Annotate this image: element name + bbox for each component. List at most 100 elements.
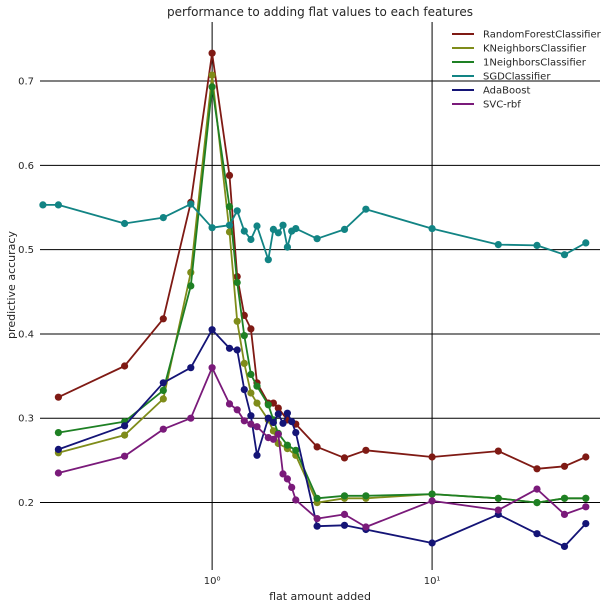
- data-point: [240, 227, 248, 235]
- data-point: [428, 453, 436, 461]
- data-point: [253, 423, 261, 431]
- series-line: [42, 203, 587, 261]
- series: [54, 364, 590, 531]
- y-tick-label: 0.6: [18, 161, 34, 172]
- data-point: [121, 362, 129, 370]
- data-point: [292, 429, 300, 437]
- legend-label: 1NeighborsClassifier: [483, 58, 587, 69]
- data-point: [340, 225, 349, 233]
- data-point: [494, 241, 502, 249]
- data-point: [187, 414, 195, 422]
- data-point: [247, 389, 255, 397]
- data-point: [283, 243, 291, 251]
- data-point: [283, 409, 291, 417]
- data-point: [253, 382, 261, 390]
- data-point: [269, 435, 277, 443]
- data-point: [159, 214, 167, 222]
- data-point: [560, 542, 569, 551]
- y-axis-label: predictive accuracy: [5, 231, 18, 339]
- data-point: [187, 282, 195, 290]
- data-point: [313, 235, 321, 243]
- data-point: [533, 530, 541, 538]
- data-point: [264, 401, 272, 409]
- data-point: [253, 399, 261, 407]
- data-point: [313, 522, 321, 530]
- data-point: [292, 446, 300, 454]
- data-point: [240, 359, 248, 367]
- data-point: [208, 224, 216, 232]
- data-point: [121, 219, 129, 228]
- data-point: [560, 510, 569, 518]
- data-point: [340, 492, 349, 500]
- y-tick-label: 0.7: [18, 77, 34, 88]
- series-line: [58, 366, 587, 528]
- data-point: [208, 49, 216, 57]
- y-tick-label: 0.3: [18, 414, 34, 425]
- data-point: [362, 446, 370, 454]
- series-layer: [39, 49, 590, 551]
- data-point: [253, 222, 261, 230]
- data-point: [533, 485, 541, 493]
- legend: RandomForestClassifier KNeighborsClassifi…: [452, 30, 602, 111]
- data-point: [582, 503, 590, 511]
- data-point: [283, 475, 291, 483]
- data-point: [288, 483, 296, 491]
- x-axis-label: flat amount added: [269, 590, 371, 603]
- y-tick-label: 0.2: [18, 498, 34, 509]
- series: [54, 71, 590, 507]
- data-point: [39, 201, 47, 209]
- data-point: [159, 386, 167, 394]
- data-point: [240, 386, 248, 394]
- series-line: [58, 52, 587, 470]
- series-line: [58, 328, 587, 548]
- data-point: [121, 431, 129, 439]
- data-point: [54, 201, 63, 209]
- data-point: [54, 393, 63, 401]
- data-point: [340, 521, 349, 529]
- data-point: [494, 506, 502, 514]
- series-line: [58, 74, 586, 504]
- chart-title: performance to adding flat values to eac…: [167, 5, 473, 19]
- data-point: [247, 412, 255, 420]
- legend-label: AdaBoost: [483, 86, 530, 97]
- data-point: [494, 494, 502, 502]
- data-point: [240, 332, 248, 340]
- data-point: [225, 203, 234, 211]
- data-point: [121, 422, 129, 430]
- data-point: [533, 241, 541, 249]
- data-point: [279, 419, 287, 427]
- data-point: [288, 418, 296, 426]
- data-point: [208, 364, 216, 372]
- data-point: [225, 221, 234, 229]
- data-point: [54, 445, 63, 453]
- data-point: [121, 452, 129, 460]
- data-point: [247, 370, 255, 378]
- legend-item: AdaBoost: [452, 86, 530, 97]
- data-point: [264, 414, 272, 422]
- series: [54, 83, 590, 507]
- data-point: [233, 317, 241, 325]
- data-point: [247, 235, 255, 244]
- data-point: [340, 454, 349, 462]
- data-point: [428, 539, 436, 547]
- data-point: [582, 520, 590, 528]
- legend-label: SGDClassifier: [483, 72, 551, 83]
- data-point: [208, 83, 216, 91]
- data-point: [233, 406, 241, 414]
- data-point: [247, 420, 255, 428]
- grid: [40, 22, 600, 570]
- data-point: [560, 494, 569, 502]
- data-point: [187, 200, 195, 208]
- series: [54, 326, 590, 551]
- data-point: [274, 430, 282, 438]
- data-point: [362, 492, 370, 500]
- data-point: [208, 326, 216, 334]
- series: [54, 49, 590, 473]
- data-point: [54, 469, 63, 477]
- data-point: [253, 451, 261, 459]
- data-point: [292, 496, 300, 504]
- data-point: [283, 441, 291, 449]
- data-point: [225, 171, 234, 179]
- data-point: [274, 404, 282, 412]
